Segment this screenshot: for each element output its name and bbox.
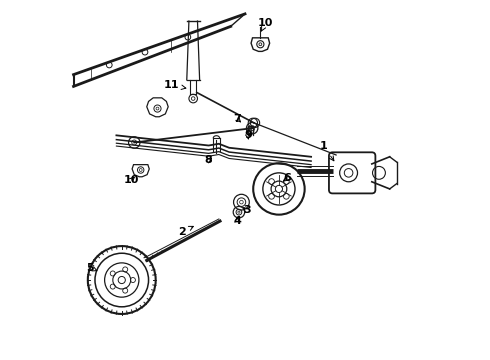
FancyBboxPatch shape (329, 152, 375, 193)
Text: 11: 11 (164, 80, 186, 90)
Text: 9: 9 (244, 130, 252, 140)
Text: 10: 10 (123, 175, 139, 185)
Text: 8: 8 (205, 156, 213, 165)
Text: 2: 2 (179, 226, 194, 237)
Text: 1: 1 (319, 141, 334, 161)
Text: 3: 3 (243, 205, 250, 215)
Text: 5: 5 (86, 262, 97, 273)
Text: 7: 7 (233, 113, 241, 123)
Text: 4: 4 (233, 216, 241, 226)
Text: 6: 6 (283, 173, 291, 183)
Text: 10: 10 (258, 18, 273, 31)
